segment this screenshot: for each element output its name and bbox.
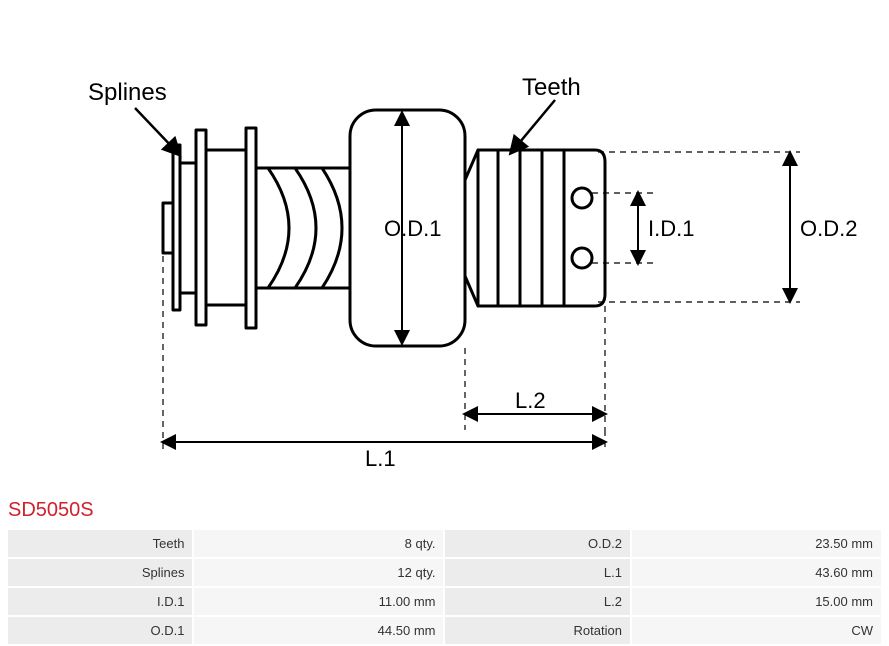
spec-value: 44.50 mm: [194, 617, 443, 644]
spec-value: CW: [632, 617, 881, 644]
dim-l1-label: L.1: [365, 446, 396, 471]
spec-value: 12 qty.: [194, 559, 443, 586]
spec-value: 11.00 mm: [194, 588, 443, 615]
dim-od1-label: O.D.1: [384, 216, 441, 241]
callout-splines-label: Splines: [88, 79, 167, 106]
dim-id1-label: I.D.1: [648, 216, 694, 241]
table-row: I.D.1 11.00 mm L.2 15.00 mm: [8, 588, 881, 615]
table-row: O.D.1 44.50 mm Rotation CW: [8, 617, 881, 644]
spec-value: 43.60 mm: [632, 559, 881, 586]
table-row: Splines 12 qty. L.1 43.60 mm: [8, 559, 881, 586]
technical-diagram: O.D.1 I.D.1 O.D.2 L.2: [0, 0, 889, 495]
specifications-table: Teeth 8 qty. O.D.2 23.50 mm Splines 12 q…: [0, 528, 889, 646]
spec-label: I.D.1: [8, 588, 192, 615]
spec-label: Teeth: [8, 530, 192, 557]
dim-l2-label: L.2: [515, 388, 546, 413]
spec-label: L.1: [445, 559, 629, 586]
part-number-title: SD5050S: [0, 495, 889, 528]
spec-value: 8 qty.: [194, 530, 443, 557]
dim-od2-label: O.D.2: [800, 216, 857, 241]
spec-label: Splines: [8, 559, 192, 586]
spec-label: Rotation: [445, 617, 629, 644]
bendix-drawing-svg: O.D.1 I.D.1 O.D.2 L.2: [0, 0, 889, 495]
spec-value: 23.50 mm: [632, 530, 881, 557]
spec-value: 15.00 mm: [632, 588, 881, 615]
callout-teeth-label: Teeth: [522, 74, 581, 101]
spec-label: L.2: [445, 588, 629, 615]
table-row: Teeth 8 qty. O.D.2 23.50 mm: [8, 530, 881, 557]
spec-label: O.D.2: [445, 530, 629, 557]
spec-label: O.D.1: [8, 617, 192, 644]
